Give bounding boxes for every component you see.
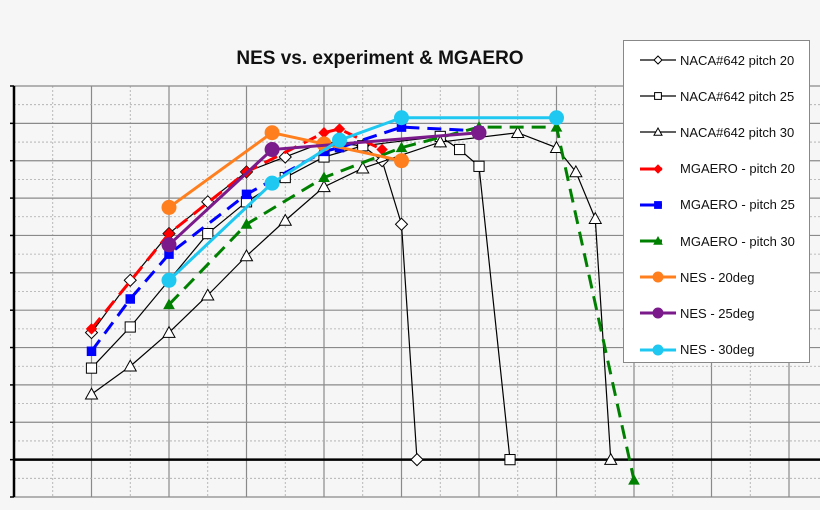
series-naca-642-pitch-20 bbox=[84, 135, 424, 467]
legend-item: NACA#642 pitch 20 bbox=[624, 50, 794, 70]
triangle-marker bbox=[163, 298, 175, 310]
triangle-marker bbox=[603, 452, 618, 465]
circle-marker bbox=[161, 199, 177, 215]
square-marker bbox=[85, 362, 98, 374]
series-nes-25deg bbox=[161, 125, 487, 253]
square-marker bbox=[125, 294, 135, 304]
circle-marker bbox=[161, 272, 177, 288]
series-naca-642-pitch-25 bbox=[85, 130, 516, 466]
diamond-marker bbox=[410, 452, 424, 467]
legend-swatch bbox=[640, 127, 676, 137]
triangle-marker bbox=[200, 288, 215, 301]
triangle-marker bbox=[239, 248, 254, 262]
legend-swatch bbox=[640, 200, 662, 209]
legend-swatch bbox=[640, 307, 676, 319]
square-marker bbox=[473, 160, 485, 172]
legend-item: NACA#642 pitch 25 bbox=[624, 86, 794, 106]
series-line bbox=[91, 135, 511, 460]
legend-label: NACA#642 pitch 25 bbox=[680, 88, 795, 104]
diamond-marker bbox=[318, 126, 330, 139]
diamond-marker bbox=[653, 163, 663, 174]
diamond-marker bbox=[333, 123, 346, 135]
diamond-marker bbox=[394, 217, 409, 231]
legend-label: MGAERO - pitch 30 bbox=[680, 233, 795, 249]
circle-marker bbox=[652, 307, 664, 319]
triangle-marker bbox=[628, 474, 640, 485]
triangle-marker bbox=[569, 164, 583, 178]
legend-label: MGAERO - pitch 25 bbox=[680, 197, 795, 213]
square-marker bbox=[454, 143, 466, 156]
legend-swatch bbox=[640, 92, 676, 101]
triangle-marker bbox=[510, 125, 525, 139]
legend-item: MGAERO - pitch 25 bbox=[624, 195, 795, 215]
triangle-marker bbox=[240, 218, 253, 229]
legend-label: NACA#642 pitch 20 bbox=[680, 52, 795, 68]
diamond-marker bbox=[653, 55, 663, 65]
triangle-marker bbox=[84, 387, 99, 400]
triangle-marker bbox=[355, 161, 370, 174]
circle-marker bbox=[471, 125, 487, 141]
circle-marker bbox=[264, 175, 280, 191]
legend: NACA#642 pitch 20 NACA#642 pitch 25 NACA#6… bbox=[623, 40, 810, 363]
triangle-marker bbox=[550, 121, 563, 132]
triangle-marker bbox=[653, 235, 663, 245]
triangle-marker bbox=[162, 325, 176, 338]
series-line bbox=[90, 125, 480, 353]
legend-label: NES - 20deg bbox=[680, 269, 755, 285]
legend-swatch bbox=[640, 271, 676, 283]
chart-title: NES vs. experiment & MGAERO bbox=[236, 48, 524, 69]
legend-label: MGAERO - pitch 20 bbox=[680, 161, 795, 177]
circle-marker bbox=[161, 237, 177, 253]
legend-item: NACA#642 pitch 30 bbox=[624, 122, 794, 142]
triangle-marker bbox=[278, 213, 293, 226]
triangle-marker bbox=[318, 171, 330, 183]
circle-marker bbox=[264, 125, 280, 141]
series-naca-642-pitch-30 bbox=[84, 125, 618, 465]
series-line bbox=[90, 127, 383, 330]
circle-marker bbox=[332, 132, 347, 148]
legend-label: NES - 30deg bbox=[680, 342, 755, 358]
series-nes-30deg bbox=[161, 110, 564, 288]
legend-item: NES - 20deg bbox=[624, 267, 754, 287]
circle-marker bbox=[394, 153, 409, 169]
legend-item: NES - 25deg bbox=[624, 303, 754, 323]
legend-label: NACA#642 pitch 30 bbox=[680, 124, 795, 140]
circle-marker bbox=[652, 271, 664, 283]
diamond-marker bbox=[278, 150, 292, 164]
triangle-marker bbox=[588, 211, 603, 224]
legend-item: MGAERO - pitch 20 bbox=[624, 159, 795, 179]
legend-swatch bbox=[640, 235, 663, 245]
square-marker bbox=[202, 227, 214, 240]
legend-swatch bbox=[640, 163, 663, 174]
series-line bbox=[168, 131, 402, 209]
legend-swatch bbox=[640, 344, 676, 356]
triangle-marker bbox=[433, 135, 448, 148]
square-marker bbox=[654, 92, 662, 101]
circle-marker bbox=[264, 142, 280, 158]
square-marker bbox=[654, 200, 662, 209]
series-line bbox=[91, 132, 612, 460]
square-marker bbox=[241, 189, 252, 200]
legend-item: NES - 30deg bbox=[624, 340, 754, 360]
circle-marker bbox=[394, 110, 409, 126]
triangle-marker bbox=[395, 141, 408, 153]
legend-label: NES - 25deg bbox=[680, 305, 755, 321]
square-marker bbox=[124, 321, 136, 333]
triangle-marker bbox=[317, 179, 331, 193]
square-marker bbox=[86, 346, 97, 357]
legend-item: MGAERO - pitch 30 bbox=[624, 231, 795, 251]
circle-marker bbox=[549, 110, 564, 126]
triangle-marker bbox=[123, 359, 138, 372]
diamond-marker bbox=[85, 323, 98, 335]
legend-swatch bbox=[640, 55, 676, 65]
square-marker bbox=[504, 454, 516, 466]
triangle-marker bbox=[653, 127, 663, 137]
circle-marker bbox=[652, 344, 664, 356]
